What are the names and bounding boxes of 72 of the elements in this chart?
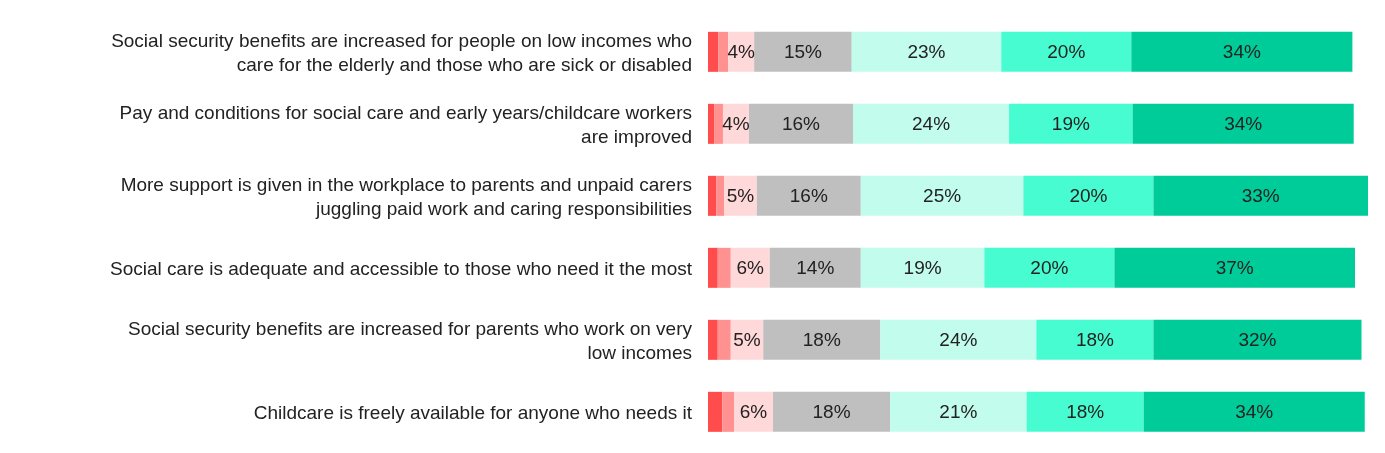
data-label: 19% (1051, 113, 1090, 135)
data-label: 19% (903, 257, 942, 279)
data-label: 4% (722, 113, 750, 135)
data-label: 6% (739, 401, 768, 423)
bar (1153, 319, 1362, 360)
bar (1023, 175, 1154, 216)
data-label: 20% (1030, 257, 1069, 279)
data-label: 5% (726, 185, 755, 207)
bar (718, 31, 729, 72)
data-label: 16% (789, 185, 828, 207)
data-label: 23% (907, 41, 946, 63)
data-label: 33% (1241, 185, 1280, 207)
data-label: 34% (1235, 401, 1274, 423)
bar (748, 103, 853, 144)
bar (769, 247, 861, 288)
bar (1036, 319, 1154, 360)
bar (756, 175, 861, 216)
bar (708, 247, 718, 288)
data-label: 25% (923, 185, 962, 207)
bar (716, 175, 725, 216)
data-label: 20% (1069, 185, 1108, 207)
bar (708, 391, 723, 432)
y-tick-label: Pay and conditions for social care and early years/childcare workers are improved (119, 101, 692, 147)
bar (890, 391, 1027, 432)
bar (717, 247, 731, 288)
data-label: 15% (783, 41, 823, 63)
data-label: 24% (939, 329, 978, 351)
data-label: 24% (912, 113, 951, 135)
y-tick-label: Social security benefits are increased for people on low incomes who care for the elderly and those who are sick or disabled (111, 29, 692, 75)
bar (860, 175, 1024, 216)
data-label: 5% (733, 329, 761, 351)
y-tick-label: Childcare is freely available for anyone who needs it (253, 401, 693, 423)
data-label: 18% (1066, 401, 1105, 423)
bar (1001, 31, 1132, 72)
bar (1114, 247, 1355, 288)
bar (773, 391, 891, 432)
bar (708, 319, 718, 360)
data-label: 32% (1238, 329, 1277, 351)
data-label: 4% (727, 41, 755, 63)
bar (1132, 103, 1354, 144)
data-label: 18% (802, 329, 841, 351)
bar (1026, 391, 1144, 432)
bar (1143, 391, 1365, 432)
y-tick-label: Social care is adequate and accessible to those who need it the most (110, 257, 693, 279)
data-label: 34% (1224, 113, 1263, 135)
data-label: 34% (1222, 41, 1261, 63)
data-label: 16% (781, 113, 821, 135)
bar (708, 103, 715, 144)
data-label: 21% (939, 401, 978, 423)
bar (714, 103, 723, 144)
bar (1131, 31, 1353, 72)
data-label: 18% (1075, 329, 1115, 351)
bar (708, 175, 717, 216)
data-label: 6% (736, 257, 765, 279)
bar (853, 103, 1010, 144)
data-label: 18% (812, 401, 851, 423)
bar (1009, 103, 1133, 144)
data-label: 14% (796, 257, 835, 279)
bar (860, 247, 985, 288)
bar (851, 31, 1002, 72)
y-tick-label: Social security benefits are increased for parents who work on very low incomes (128, 317, 693, 363)
bar (1153, 175, 1368, 216)
y-tick-label: More support is given in the workplace to parents and unpaid carers juggling paid work and caring responsibilities (120, 173, 692, 219)
bar (880, 319, 1037, 360)
bar (717, 319, 731, 360)
bar (708, 31, 719, 72)
bar (722, 391, 735, 432)
bar (984, 247, 1115, 288)
bar (754, 31, 852, 72)
data-label: 37% (1215, 257, 1254, 279)
data-label: 20% (1047, 41, 1086, 63)
bar (763, 319, 881, 360)
